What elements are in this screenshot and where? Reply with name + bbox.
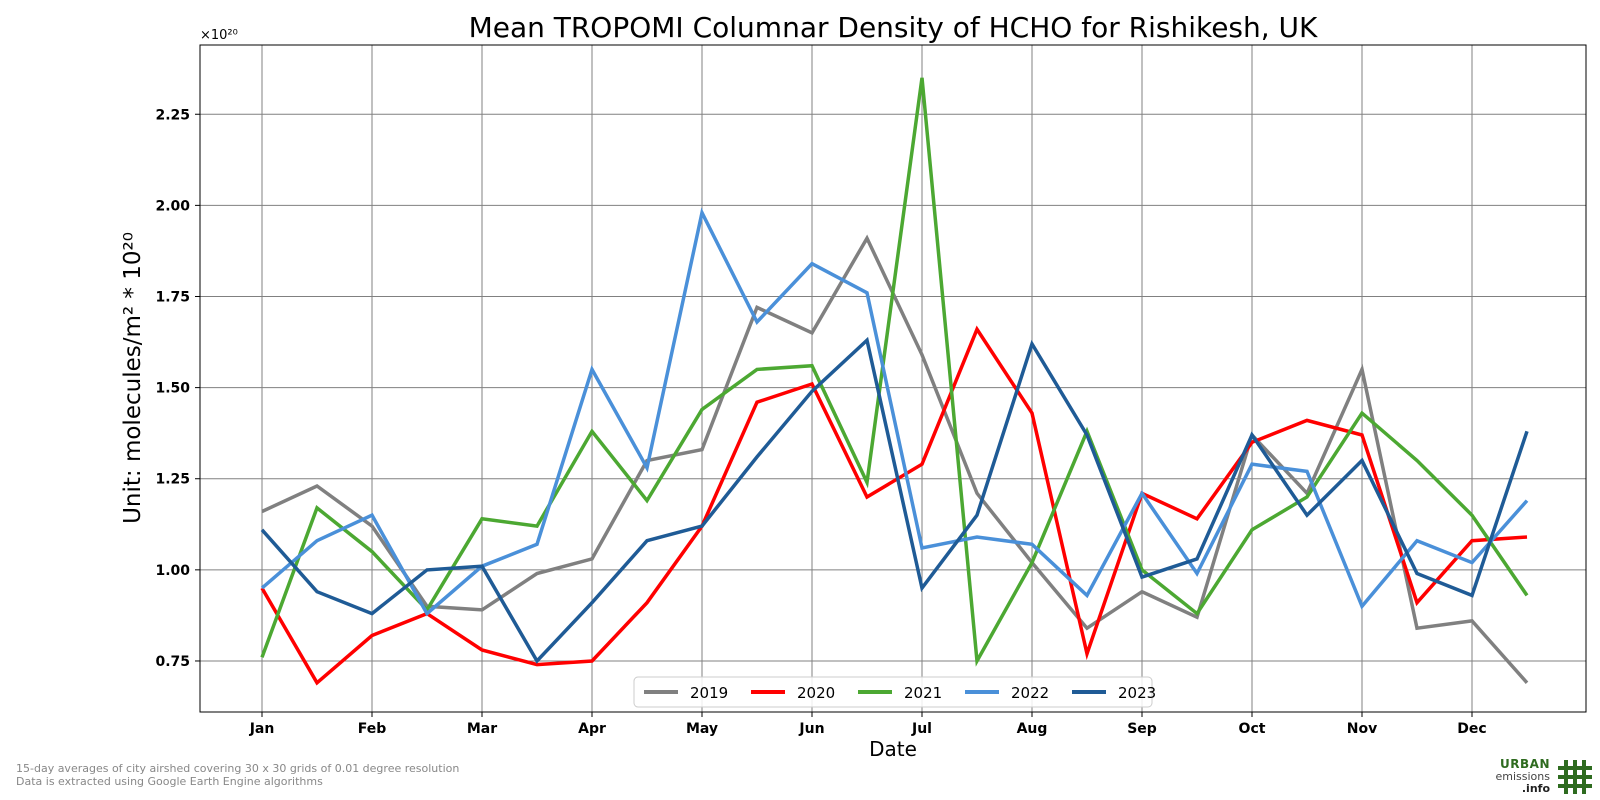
series-line-2020 — [260, 325, 1528, 686]
x-axis-label: Date — [869, 737, 917, 761]
y-tick-label: 1.00 — [155, 563, 190, 579]
series-line-2021 — [260, 77, 1529, 667]
legend-box — [633, 676, 1153, 708]
chart-title: Mean TROPOMI Columnar Density of HCHO fo… — [469, 11, 1318, 44]
y-axis-offset-text: ×10²⁰ — [200, 28, 238, 43]
logo-line-1: URBAN — [1500, 757, 1550, 771]
x-tick-label: Jul — [911, 721, 932, 737]
grid-lines — [200, 45, 1586, 712]
legend-label-2022: 2022 — [1011, 684, 1049, 702]
y-tick-labels: 0.75 1.00 1.25 1.50 1.75 2.00 2.25 — [155, 107, 200, 670]
x-tick-label: Nov — [1347, 721, 1377, 737]
x-tick-label: Feb — [358, 721, 387, 737]
legend: 2019 2020 2021 2022 2023 — [633, 676, 1156, 708]
logo-grid-icon — [1558, 760, 1592, 794]
x-tick-label: Mar — [467, 721, 497, 737]
x-tick-label: Sep — [1127, 721, 1157, 737]
y-axis-label: Unit: molecules/m² * 10²⁰ — [120, 232, 146, 524]
x-tick-labels: Jan Feb Mar Apr May Jun Jul Aug Sep Oct Nov Dec — [249, 712, 1487, 737]
x-tick-label: Jan — [249, 721, 275, 737]
plot-area — [199, 44, 1587, 713]
y-tick-label: 2.25 — [155, 107, 190, 123]
x-tick-label: Apr — [578, 721, 606, 737]
x-tick-label: Dec — [1457, 721, 1486, 737]
legend-label-2023: 2023 — [1118, 684, 1156, 702]
y-tick-label: 1.50 — [155, 381, 190, 397]
y-tick-label: 1.75 — [155, 289, 190, 305]
series-lines — [260, 77, 1529, 686]
legend-label-2019: 2019 — [690, 684, 728, 702]
series-line-2022 — [260, 207, 1529, 617]
y-tick-label: 1.25 — [155, 472, 190, 488]
series-line-2023 — [260, 336, 1529, 664]
x-tick-label: Oct — [1239, 721, 1266, 737]
footnote-line-1: 15-day averages of city airshed covering… — [16, 762, 460, 775]
y-tick-label: 2.00 — [155, 198, 190, 214]
legend-label-2020: 2020 — [797, 684, 835, 702]
urban-emissions-logo: URBAN emissions .info — [1464, 756, 1594, 796]
footnote-line-2: Data is extracted using Google Earth Eng… — [16, 775, 323, 788]
series-line-2019 — [261, 234, 1529, 684]
x-tick-label: Aug — [1017, 721, 1048, 737]
logo-line-3: .info — [1521, 782, 1550, 795]
y-tick-label: 0.75 — [155, 654, 190, 670]
x-tick-label: Jun — [798, 721, 824, 737]
legend-label-2021: 2021 — [904, 684, 942, 702]
x-tick-label: May — [686, 721, 718, 737]
logo-line-2: emissions — [1495, 770, 1551, 783]
